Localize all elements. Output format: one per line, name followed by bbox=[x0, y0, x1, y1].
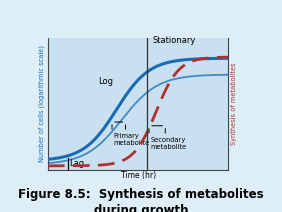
Text: Lag: Lag bbox=[69, 159, 84, 168]
Text: Stationary: Stationary bbox=[153, 36, 196, 45]
Y-axis label: Synthesis of metabolites: Synthesis of metabolites bbox=[231, 63, 237, 145]
Text: during growth: during growth bbox=[94, 204, 188, 212]
X-axis label: Time (hr): Time (hr) bbox=[121, 171, 156, 180]
Text: Log: Log bbox=[98, 77, 113, 86]
Text: Figure 8.5:  Synthesis of metabolites: Figure 8.5: Synthesis of metabolites bbox=[18, 188, 264, 201]
Y-axis label: Number of cells (logarithmic scale): Number of cells (logarithmic scale) bbox=[39, 45, 45, 162]
Text: Secondary
metabolite: Secondary metabolite bbox=[151, 137, 187, 150]
Text: Primary
metabolite: Primary metabolite bbox=[113, 133, 149, 146]
